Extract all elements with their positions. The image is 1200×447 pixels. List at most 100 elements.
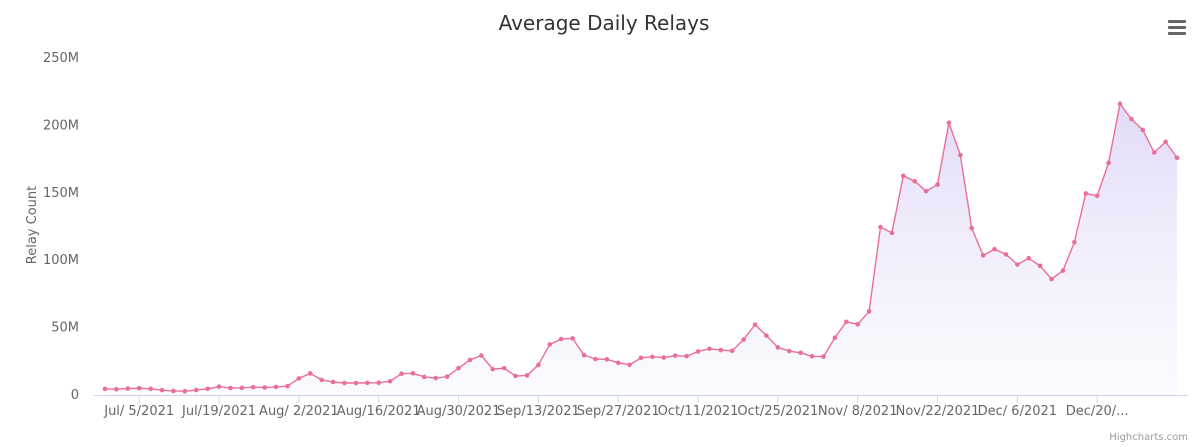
data-point[interactable] [912, 178, 917, 184]
data-point[interactable] [239, 385, 245, 391]
data-point[interactable] [741, 337, 746, 342]
data-point[interactable] [581, 352, 587, 358]
data-point[interactable] [672, 353, 678, 358]
credits-link[interactable]: Highcharts.com [1109, 432, 1188, 443]
data-point[interactable] [718, 347, 724, 353]
data-point[interactable] [832, 335, 838, 341]
data-point[interactable] [125, 386, 131, 391]
data-point[interactable] [786, 348, 792, 354]
data-point[interactable] [205, 386, 210, 392]
data-point[interactable] [821, 354, 826, 359]
data-point[interactable] [376, 380, 382, 386]
data-point[interactable] [1060, 268, 1066, 273]
data-point[interactable] [285, 383, 290, 389]
data-point[interactable] [695, 349, 701, 354]
data-point[interactable] [262, 385, 267, 390]
y-tick-label: 50M [51, 321, 79, 336]
data-point[interactable] [1083, 191, 1089, 196]
data-point[interactable] [365, 380, 370, 386]
data-point[interactable] [479, 353, 484, 358]
data-point[interactable] [1163, 139, 1168, 145]
data-point[interactable] [513, 373, 518, 379]
data-point[interactable] [684, 353, 689, 359]
data-point[interactable] [980, 253, 986, 258]
data-point[interactable] [501, 365, 507, 371]
data-point[interactable] [467, 357, 473, 363]
data-point[interactable] [307, 371, 313, 376]
hamburger-menu-icon[interactable] [1167, 18, 1187, 36]
data-point[interactable] [171, 388, 176, 394]
data-point[interactable] [946, 120, 952, 126]
data-point[interactable] [422, 374, 427, 380]
series-area-fill [105, 103, 1177, 395]
data-point[interactable] [1151, 150, 1157, 155]
data-point[interactable] [878, 224, 883, 230]
data-point[interactable] [399, 371, 404, 377]
data-point[interactable] [456, 365, 461, 371]
data-point[interactable] [387, 378, 393, 384]
data-point[interactable] [798, 350, 803, 356]
data-point[interactable] [1094, 193, 1100, 199]
data-point[interactable] [650, 354, 655, 360]
data-point[interactable] [536, 362, 541, 368]
data-point[interactable] [638, 355, 644, 361]
data-point[interactable] [604, 356, 610, 362]
data-point[interactable] [1117, 101, 1123, 107]
data-point[interactable] [410, 371, 416, 376]
data-point[interactable] [843, 319, 849, 325]
data-point[interactable] [1015, 262, 1020, 267]
data-point[interactable] [809, 354, 815, 359]
data-point[interactable] [707, 346, 712, 352]
y-axis-title: Relay Count [25, 186, 40, 264]
data-point[interactable] [228, 385, 233, 391]
data-point[interactable] [1140, 127, 1146, 133]
data-point[interactable] [444, 374, 450, 379]
data-point[interactable] [1037, 263, 1043, 269]
data-point[interactable] [1174, 155, 1180, 161]
data-point[interactable] [729, 348, 735, 354]
data-point[interactable] [1003, 252, 1009, 257]
data-point[interactable] [935, 182, 940, 187]
data-point[interactable] [570, 336, 575, 341]
data-point[interactable] [593, 356, 598, 362]
data-point[interactable] [182, 388, 188, 394]
data-point[interactable] [969, 225, 975, 231]
data-point[interactable] [1106, 160, 1111, 166]
data-point[interactable] [958, 152, 963, 158]
data-point[interactable] [1129, 116, 1134, 122]
data-point[interactable] [558, 336, 564, 342]
data-point[interactable] [627, 362, 632, 368]
data-point[interactable] [866, 309, 872, 314]
data-point[interactable] [992, 246, 997, 252]
data-point[interactable] [775, 345, 781, 350]
data-point[interactable] [114, 386, 119, 392]
data-point[interactable] [1072, 239, 1077, 245]
data-point[interactable] [752, 322, 758, 327]
data-point[interactable] [764, 333, 769, 338]
data-point[interactable] [319, 377, 324, 383]
data-point[interactable] [102, 386, 108, 392]
data-point[interactable] [889, 230, 895, 236]
data-point[interactable] [524, 373, 530, 378]
data-point[interactable] [490, 366, 496, 372]
data-point[interactable] [342, 380, 347, 386]
data-point[interactable] [159, 387, 165, 393]
data-point[interactable] [661, 355, 667, 360]
data-point[interactable] [330, 379, 336, 385]
data-point[interactable] [216, 384, 222, 389]
data-point[interactable] [433, 375, 439, 381]
data-point[interactable] [615, 360, 621, 366]
data-point[interactable] [923, 188, 929, 194]
data-point[interactable] [193, 387, 199, 393]
data-point[interactable] [250, 384, 256, 390]
data-point[interactable] [901, 173, 906, 179]
data-point[interactable] [148, 386, 153, 392]
data-point[interactable] [1026, 256, 1032, 261]
data-point[interactable] [136, 385, 142, 391]
data-point[interactable] [353, 380, 359, 386]
data-point[interactable] [1049, 276, 1054, 282]
data-point[interactable] [273, 384, 279, 390]
data-point[interactable] [547, 342, 553, 347]
data-point[interactable] [855, 322, 860, 327]
data-point[interactable] [296, 376, 302, 381]
